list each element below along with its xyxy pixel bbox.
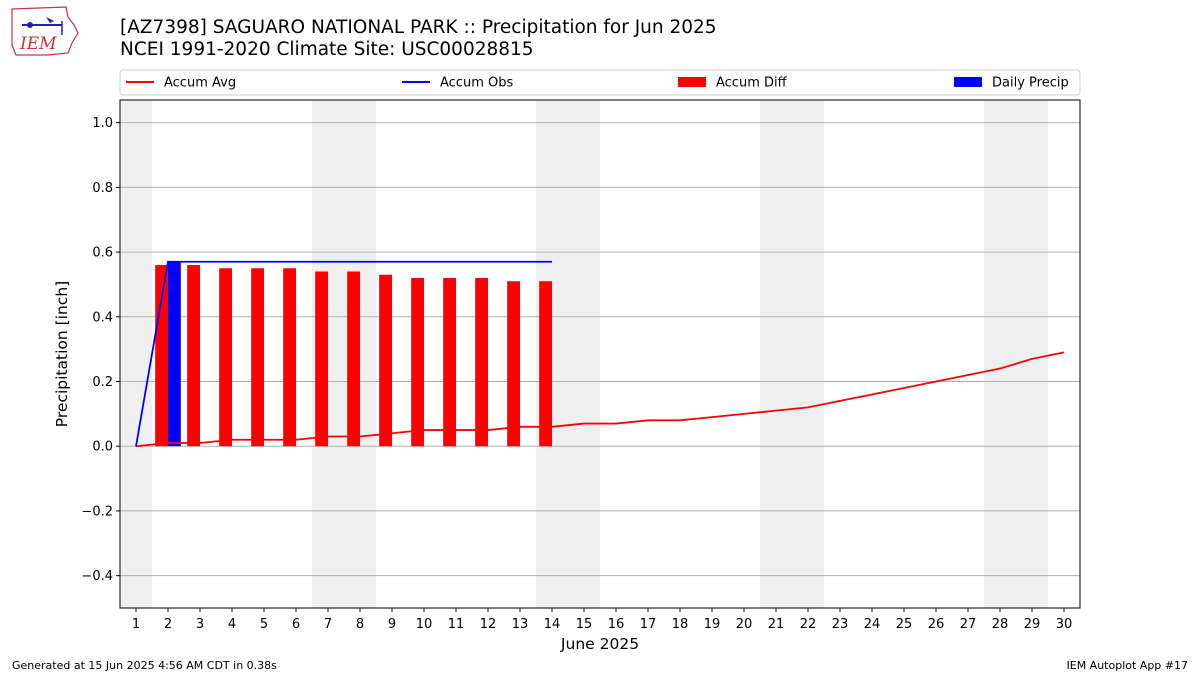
x-tick-label: 12: [480, 617, 497, 632]
accum-obs-line: [135, 260, 552, 447]
accum-diff-bar: [507, 281, 520, 447]
x-tick-label: 11: [448, 617, 465, 632]
x-tick-label: 24: [864, 617, 881, 632]
accum-diff-bar: [475, 277, 488, 447]
iem-logo-icon: IEM: [11, 6, 79, 56]
accum-avg-line: [135, 351, 1065, 448]
weekend-shade: [984, 100, 1048, 608]
legend-label: Accum Obs: [440, 76, 513, 91]
accum-diff-bar: [251, 268, 264, 447]
x-tick-label: 20: [736, 617, 753, 632]
accum-diff-bar: [283, 268, 296, 447]
x-tick-label: 3: [196, 617, 204, 632]
x-tick-label: 25: [896, 617, 913, 632]
footer-generated-text: Generated at 15 Jun 2025 4:56 AM CDT in …: [12, 659, 277, 672]
y-tick-label: −0.4: [81, 569, 113, 584]
y-tick-label: 0.4: [92, 310, 113, 325]
accum-diff-bar: [315, 271, 328, 447]
accum-diff-bar: [379, 274, 392, 447]
x-tick-label: 14: [544, 617, 561, 632]
legend-label: Daily Precip: [992, 76, 1069, 91]
accum-diff-bar: [347, 271, 360, 447]
y-tick-label: −0.2: [81, 504, 113, 519]
accum-diff-bar: [155, 265, 168, 447]
legend-swatch: [954, 77, 982, 87]
accum-diff-bar: [539, 281, 552, 447]
x-tick-label: 1: [132, 617, 140, 632]
x-tick-label: 30: [1056, 617, 1073, 632]
y-tick-label: 0.0: [92, 440, 113, 455]
x-tick-label: 28: [992, 617, 1009, 632]
legend-box: [119, 69, 1081, 96]
x-tick-label: 18: [672, 617, 689, 632]
x-tick-label: 10: [416, 617, 433, 632]
y-tick-label: 0.2: [92, 375, 113, 390]
x-tick-label: 7: [324, 617, 332, 632]
y-tick-label: 1.0: [92, 116, 113, 131]
accum-diff-bar: [219, 268, 232, 447]
weekend-shade: [120, 100, 152, 608]
accum-diff-bar: [443, 277, 456, 447]
x-tick-label: 16: [608, 617, 625, 632]
x-tick-label: 19: [704, 617, 721, 632]
logo-text: IEM: [19, 34, 57, 54]
x-tick-label: 8: [356, 617, 364, 632]
footer-app-text: IEM Autoplot App #17: [1066, 659, 1189, 672]
x-axis-label: June 2025: [560, 635, 639, 653]
chart-title: [AZ7398] SAGUARO NATIONAL PARK :: Precip…: [120, 17, 717, 38]
y-tick-label: 0.6: [92, 246, 113, 261]
weekend-shade: [760, 100, 824, 608]
y-axis-label: Precipitation [inch]: [53, 281, 71, 427]
chart-subtitle: NCEI 1991-2020 Climate Site: USC00028815: [120, 39, 534, 60]
x-tick-label: 27: [960, 617, 977, 632]
x-tick-label: 22: [800, 617, 817, 632]
daily-precip-bar: [168, 261, 181, 447]
x-tick-label: 17: [640, 617, 657, 632]
x-tick-label: 2: [164, 617, 172, 632]
x-tick-label: 21: [768, 617, 785, 632]
plot-frame: [119, 99, 1081, 609]
x-tick-label: 26: [928, 617, 945, 632]
x-tick-label: 29: [1024, 617, 1041, 632]
y-tick-label: 0.8: [92, 181, 113, 196]
legend-label: Accum Avg: [164, 76, 236, 91]
x-tick-label: 4: [228, 617, 236, 632]
accum-diff-bar: [187, 265, 200, 447]
x-tick-label: 15: [576, 617, 593, 632]
x-tick-label: 5: [260, 617, 268, 632]
x-tick-label: 9: [388, 617, 396, 632]
accum-diff-bar: [411, 277, 424, 447]
legend-label: Accum Diff: [716, 76, 788, 91]
iem-logo: IEM: [8, 5, 80, 63]
x-tick-label: 13: [512, 617, 529, 632]
x-tick-label: 6: [292, 617, 300, 632]
legend-swatch: [678, 77, 706, 87]
x-tick-label: 23: [832, 617, 849, 632]
